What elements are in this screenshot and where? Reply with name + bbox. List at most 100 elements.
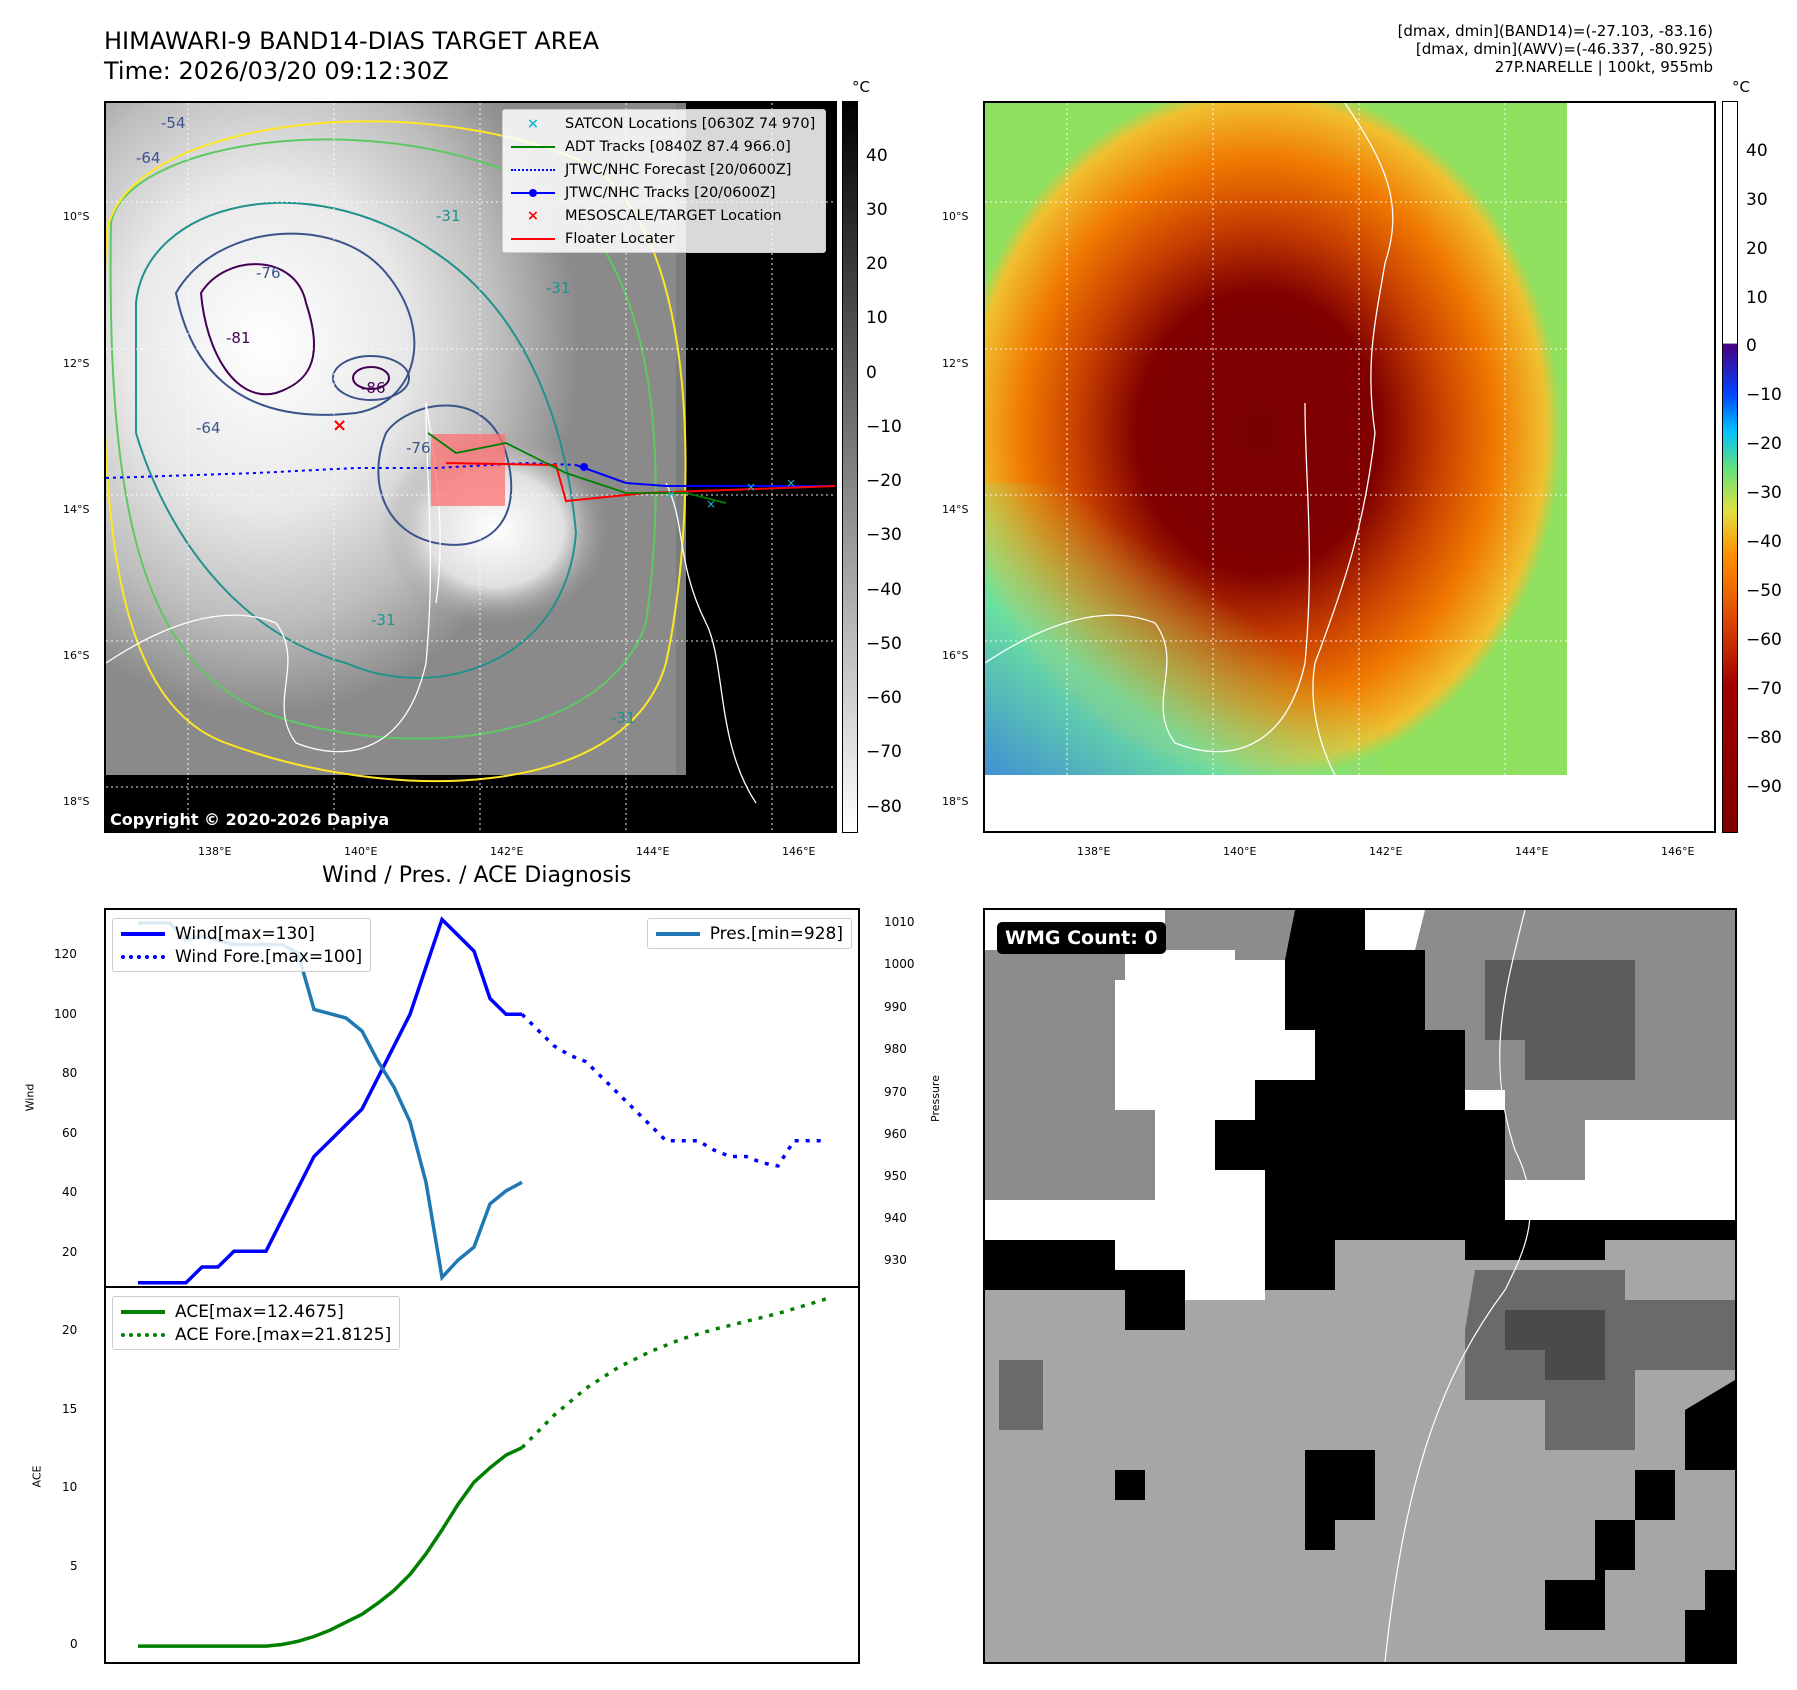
pres-tick: 1000 [884, 957, 915, 971]
lat-tick: 16°S [942, 649, 969, 662]
cbar-tick: 40 [866, 146, 888, 166]
line-icon [655, 929, 700, 939]
contour-label: -76 [256, 264, 281, 282]
lon-tick: 146°E [782, 845, 816, 858]
legend-item-target: × MESOSCALE/TARGET Location [503, 204, 825, 227]
contour-label: -54 [161, 114, 186, 132]
cbar-tick: −40 [866, 580, 902, 600]
legend-item-floater: Floater Locater [503, 227, 825, 250]
legend-label: Floater Locater [565, 230, 675, 247]
cbar-tick: −30 [866, 525, 902, 545]
cbar-tick: −30 [1746, 483, 1782, 503]
lat-tick: 12°S [942, 357, 969, 370]
cbar-tick: 20 [866, 254, 888, 274]
legend-label: ADT Tracks [0840Z 87.4 966.0] [565, 138, 791, 155]
cbar-tick: −20 [866, 471, 902, 491]
pres-tick: 960 [884, 1127, 907, 1141]
wind-line [138, 916, 522, 1285]
pres-tick: 930 [884, 1253, 907, 1267]
cbar-tick: −10 [1746, 385, 1782, 405]
lat-tick: 14°S [63, 503, 90, 516]
cbar-tick: −70 [866, 742, 902, 762]
pres-tick: 1010 [884, 915, 915, 929]
ace-panel: ACE[max=12.4675] ACE Fore.[max=21.8125] [104, 1286, 860, 1664]
contour-label: -64 [196, 419, 221, 437]
wind-tick: 40 [62, 1185, 78, 1199]
lat-tick: 14°S [942, 503, 969, 516]
wind-tick: 60 [62, 1126, 78, 1140]
contour-label: -81 [226, 329, 251, 347]
wind-tick: 80 [62, 1066, 78, 1080]
pres-axis-label: Pressure [928, 1075, 942, 1122]
wind-forecast-line [520, 1013, 826, 1168]
awv-map-panel [983, 101, 1716, 833]
wind-axis-label: Wind [23, 1083, 37, 1112]
pres-tick: 970 [884, 1085, 907, 1099]
cbar-tick: −80 [866, 797, 902, 817]
line-icon [121, 1307, 165, 1317]
x-marker-icon: × [526, 207, 540, 224]
info-line-1: [dmax, dmin](BAND14)=(-27.103, -83.16) [1397, 22, 1713, 40]
pres-legend: Pres.[min=928] [646, 918, 852, 949]
cbar-tick: 20 [1746, 239, 1768, 259]
svg-text:×: × [666, 487, 676, 501]
storm-info: [dmax, dmin](BAND14)=(-27.103, -83.16) [… [1398, 22, 1713, 76]
wind-tick: 20 [62, 1245, 78, 1259]
svg-text:×: × [746, 480, 756, 494]
ir-map-panel: × × × × × -54 -64 -76 -81 -86 -64 -76 -31 … [104, 101, 837, 833]
copyright-text: Copyright © 2020-2026 Dapiya [110, 810, 390, 829]
legend-item-tracks: JTWC/NHC Tracks [20/0600Z] [503, 181, 825, 204]
cbar-tick: −60 [866, 688, 902, 708]
lon-tick: 144°E [636, 845, 670, 858]
line-icon [121, 929, 165, 939]
legend-label: ACE[max=12.4675] [175, 1301, 344, 1322]
pres-tick: 950 [884, 1169, 907, 1183]
info-line-2: [dmax, dmin](AWV)=(-46.337, -80.925) [1415, 40, 1713, 58]
legend-item-ace: ACE[max=12.4675] [113, 1300, 399, 1323]
cbar-tick: −70 [1746, 679, 1782, 699]
legend-label: Pres.[min=928] [709, 923, 843, 944]
cbar-tick: −50 [866, 634, 902, 654]
wind-legend: Wind[max=130] Wind Fore.[max=100] [112, 918, 372, 972]
awv-map-svg [985, 103, 1714, 831]
cbar-tick: −40 [1746, 532, 1782, 552]
lat-tick: 16°S [63, 649, 90, 662]
wind-tick: 100 [54, 1007, 77, 1021]
cbar-tick: 30 [1746, 190, 1768, 210]
cbar-tick: 10 [1746, 288, 1768, 308]
cbar-tick: −20 [1746, 434, 1782, 454]
legend-label: ACE Fore.[max=21.8125] [175, 1324, 392, 1345]
cbar-tick: 0 [866, 363, 877, 383]
dotted-line-icon [121, 952, 165, 962]
lon-tick: 142°E [490, 845, 524, 858]
legend-item-pres: Pres.[min=928] [648, 922, 851, 945]
line-icon [511, 142, 555, 152]
lon-tick: 138°E [1077, 845, 1111, 858]
title-line-2: Time: 2026/03/20 09:12:30Z [104, 57, 449, 85]
cbar-tick: 0 [1746, 336, 1757, 356]
legend-item-satcon: × SATCON Locations [0630Z 74 970] [503, 112, 825, 135]
lon-tick: 138°E [198, 845, 232, 858]
legend-item-wind: Wind[max=130] [113, 922, 370, 945]
cbar-tick: 30 [866, 200, 888, 220]
wmg-panel: WMG Count: 0 [983, 908, 1737, 1664]
contour-label: -64 [136, 149, 161, 167]
ace-tick: 15 [62, 1402, 78, 1416]
contour-label: -31 [611, 709, 636, 727]
track-legend: × SATCON Locations [0630Z 74 970] ADT Tra… [502, 109, 826, 253]
contour-label: -31 [371, 611, 396, 629]
legend-label: Wind Fore.[max=100] [175, 946, 363, 967]
cbar1 [842, 101, 858, 833]
info-line-3: 27P.NARELLE | 100kt, 955mb [1494, 58, 1713, 76]
cbar1-unit: °C [852, 78, 870, 96]
ace-tick: 0 [70, 1637, 78, 1651]
ace-tick: 5 [70, 1559, 78, 1573]
dot-line-icon [511, 188, 555, 198]
lat-tick: 10°S [63, 210, 90, 223]
lat-tick: 12°S [63, 357, 90, 370]
svg-text:×: × [332, 415, 347, 436]
ace-axis-label: ACE [30, 1465, 44, 1488]
pres-tick: 940 [884, 1211, 907, 1225]
ace-line [138, 1446, 523, 1648]
cbar-tick: 40 [1746, 141, 1768, 161]
